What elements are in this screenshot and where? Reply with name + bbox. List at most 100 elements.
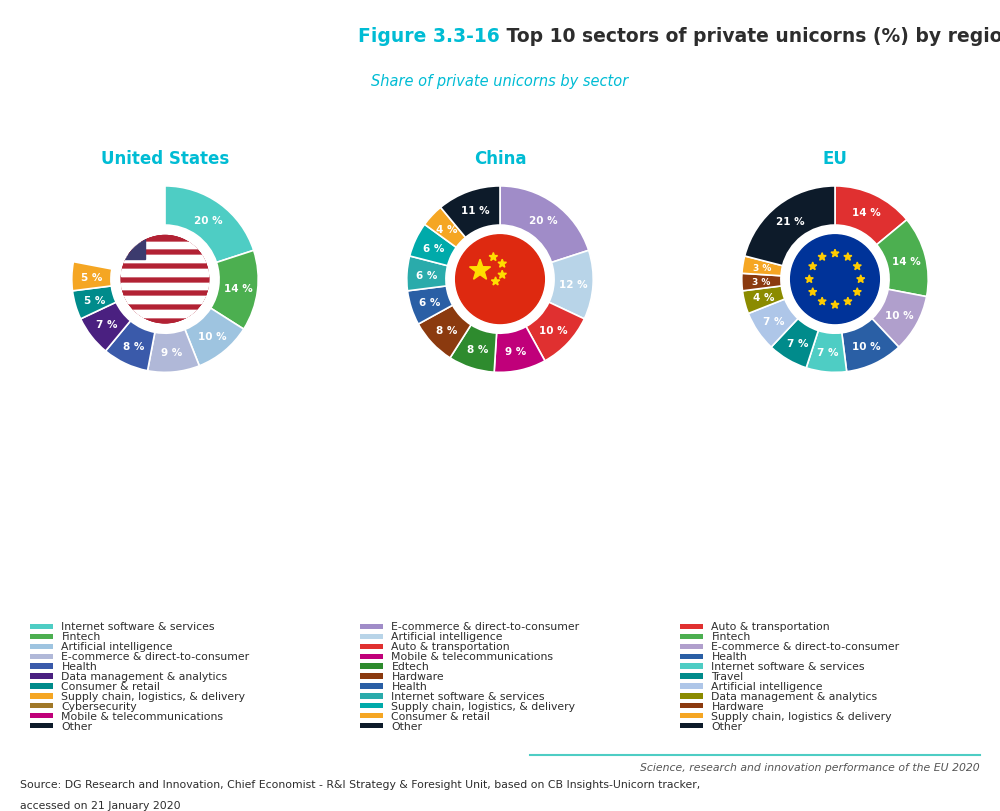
FancyBboxPatch shape [30,693,53,699]
Text: Source: DG Research and Innovation, Chief Economist - R&I Strategy & Foresight U: Source: DG Research and Innovation, Chie… [20,779,700,789]
Text: 3 %: 3 % [753,264,771,272]
Text: 6 %: 6 % [416,270,437,280]
Text: 14 %: 14 % [852,208,881,218]
Circle shape [782,227,888,333]
Text: Consumer & retail: Consumer & retail [61,681,160,691]
Wedge shape [745,187,835,266]
Text: Mobile & telecommunications: Mobile & telecommunications [61,710,223,721]
Wedge shape [742,256,783,277]
Text: E-commerce & direct-to-consumer: E-commerce & direct-to-consumer [711,642,900,651]
Bar [121,283,209,290]
Text: 3 %: 3 % [752,277,771,286]
FancyBboxPatch shape [680,644,703,649]
FancyBboxPatch shape [360,634,383,639]
FancyBboxPatch shape [360,693,383,699]
FancyBboxPatch shape [30,684,53,689]
FancyBboxPatch shape [680,693,703,699]
Text: 7 %: 7 % [787,338,808,348]
Wedge shape [743,286,785,314]
Polygon shape [491,277,500,285]
Text: Cybersecurity: Cybersecurity [61,701,137,711]
Text: 14 %: 14 % [892,256,921,267]
Text: 10 %: 10 % [885,311,914,320]
Wedge shape [742,274,781,291]
Text: 5 %: 5 % [84,295,105,305]
Text: 10 %: 10 % [539,325,568,335]
Wedge shape [806,331,847,373]
Wedge shape [771,320,818,368]
FancyBboxPatch shape [30,713,53,719]
FancyBboxPatch shape [680,703,703,709]
Polygon shape [857,276,865,283]
Text: Supply chain, logistics, & delivery: Supply chain, logistics, & delivery [61,691,245,701]
FancyBboxPatch shape [680,673,703,679]
Text: 8 %: 8 % [436,325,457,335]
Text: Hardware: Hardware [711,701,764,711]
Circle shape [447,227,553,333]
Text: 6 %: 6 % [423,243,444,254]
Text: 20 %: 20 % [194,215,223,225]
Wedge shape [148,330,199,373]
Text: Consumer & retail: Consumer & retail [391,710,490,721]
Circle shape [112,227,218,333]
Text: Data management & analytics: Data management & analytics [711,691,878,701]
Text: EU: EU [823,150,847,168]
Wedge shape [72,262,112,291]
Text: E-commerce & direct-to-consumer: E-commerce & direct-to-consumer [391,622,580,632]
Text: Share of private unicorns by sector: Share of private unicorns by sector [371,74,629,88]
Text: 12 %: 12 % [559,280,588,290]
Wedge shape [549,251,593,320]
Text: Mobile & telecommunications: Mobile & telecommunications [391,651,553,662]
Text: Fintech: Fintech [711,632,751,642]
Wedge shape [93,187,165,246]
Text: Top 10 sectors of private unicorns (%) by region, January 2020: Top 10 sectors of private unicorns (%) b… [500,27,1000,46]
Text: Artificial intelligence: Artificial intelligence [711,681,823,691]
Bar [121,311,209,317]
FancyBboxPatch shape [30,663,53,669]
Text: 10 %: 10 % [852,341,881,351]
Wedge shape [872,290,927,348]
FancyBboxPatch shape [680,684,703,689]
FancyBboxPatch shape [680,654,703,659]
FancyBboxPatch shape [680,723,703,728]
Text: Artificial intelligence: Artificial intelligence [61,642,173,651]
Wedge shape [211,251,258,330]
Text: Internet software & services: Internet software & services [391,691,545,701]
Text: China: China [474,150,526,168]
Text: Hardware: Hardware [391,672,444,681]
FancyBboxPatch shape [360,673,383,679]
Text: 9 %: 9 % [505,346,527,357]
Text: Supply chain, logistics, & delivery: Supply chain, logistics, & delivery [391,701,575,711]
Text: 10 %: 10 % [198,332,226,341]
FancyBboxPatch shape [680,663,703,669]
FancyBboxPatch shape [30,723,53,728]
Wedge shape [842,320,899,372]
Text: 7 %: 7 % [817,348,839,358]
Text: 8 %: 8 % [123,341,144,351]
FancyBboxPatch shape [360,624,383,629]
Wedge shape [877,221,928,298]
Text: Artificial intelligence: Artificial intelligence [391,632,503,642]
Wedge shape [500,187,589,263]
Circle shape [121,235,209,324]
Wedge shape [408,286,453,324]
Polygon shape [831,250,839,258]
Bar [121,256,209,263]
Circle shape [456,235,544,324]
Bar [121,283,209,290]
Polygon shape [809,289,817,296]
FancyBboxPatch shape [30,644,53,649]
Text: 21 %: 21 % [776,217,804,226]
Text: 4 %: 4 % [92,235,114,246]
Wedge shape [106,321,155,371]
Text: 9 %: 9 % [161,348,183,358]
Text: Health: Health [391,681,427,691]
Text: Figure 3.3-16: Figure 3.3-16 [358,27,500,46]
FancyBboxPatch shape [360,713,383,719]
Circle shape [121,235,209,324]
Text: Health: Health [711,651,747,662]
Polygon shape [853,263,861,270]
Text: Travel: Travel [711,672,744,681]
Text: 4 %: 4 % [84,252,106,262]
Text: Fintech: Fintech [61,632,101,642]
